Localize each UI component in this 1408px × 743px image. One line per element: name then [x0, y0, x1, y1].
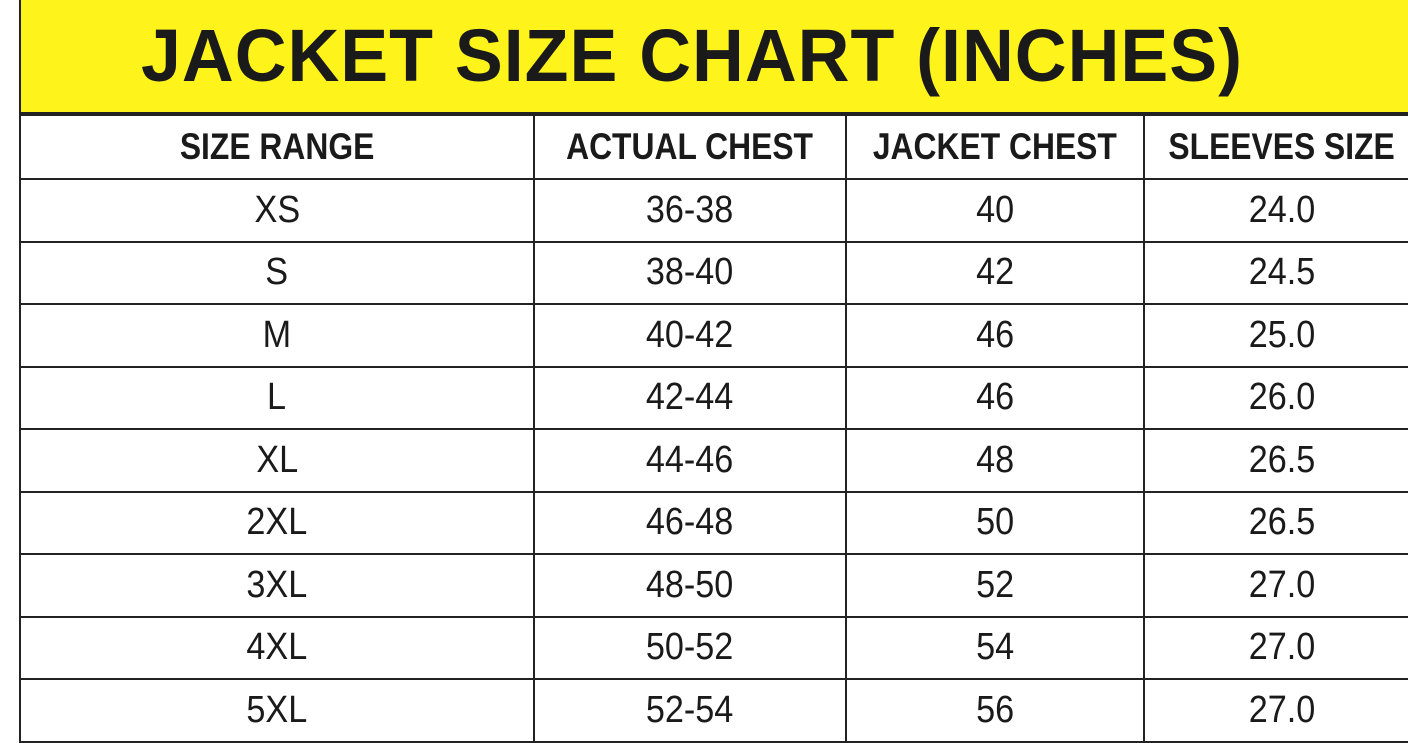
- table-row: 5XL 52-54 56 27.0: [19, 678, 1408, 743]
- table-cell: 52: [845, 553, 1145, 618]
- table-cell: 56: [845, 678, 1145, 743]
- table-cell: 46: [845, 365, 1145, 430]
- table-row: L 42-44 46 26.0: [19, 365, 1408, 430]
- table-cell: 36-38: [533, 178, 847, 243]
- table-cell: 42: [845, 240, 1145, 305]
- column-header-label: SLEEVES SIZE: [1168, 126, 1396, 167]
- table-cell: 52-54: [533, 678, 847, 743]
- cell-value: 2XL: [246, 501, 308, 544]
- table-cell: 50-52: [533, 615, 847, 680]
- size-table: SIZE RANGE ACTUAL CHEST JACKET CHEST SLE…: [19, 114, 1408, 743]
- cell-value: 52: [975, 563, 1015, 606]
- table-cell: 27.0: [1143, 553, 1408, 618]
- table-cell: 3XL: [19, 553, 535, 618]
- column-header-label: ACTUAL CHEST: [566, 126, 814, 167]
- cell-value: S: [265, 251, 289, 294]
- table-cell: 48-50: [533, 553, 847, 618]
- column-header-label: JACKET CHEST: [872, 126, 1117, 167]
- table-cell: 4XL: [19, 615, 535, 680]
- cell-value: 48-50: [646, 563, 734, 606]
- table-cell: 25.0: [1143, 303, 1408, 368]
- table-cell: 5XL: [19, 678, 535, 743]
- cell-value: 26.0: [1248, 376, 1316, 419]
- chart-title: JACKET SIZE CHART (INCHES): [141, 13, 1243, 97]
- cell-value: 3XL: [246, 563, 308, 606]
- table-cell: L: [19, 365, 535, 430]
- cell-value: 4XL: [246, 626, 308, 669]
- table-row: XL 44-46 48 26.5: [19, 428, 1408, 493]
- column-header: ACTUAL CHEST: [533, 114, 847, 180]
- table-cell: 48: [845, 428, 1145, 493]
- cell-value: 46-48: [646, 501, 734, 544]
- cell-value: 50-52: [646, 626, 734, 669]
- table-cell: 40-42: [533, 303, 847, 368]
- cell-value: 26.5: [1248, 501, 1316, 544]
- column-header-label: SIZE RANGE: [179, 126, 375, 167]
- cell-value: 50: [975, 501, 1015, 544]
- cell-value: 52-54: [646, 688, 734, 731]
- cell-value: 44-46: [646, 438, 734, 481]
- cell-value: 38-40: [646, 251, 734, 294]
- table-cell: 2XL: [19, 490, 535, 555]
- cell-value: 24.5: [1248, 251, 1316, 294]
- cell-value: 46: [975, 376, 1015, 419]
- table-cell: 27.0: [1143, 678, 1408, 743]
- cell-value: 25.0: [1248, 313, 1316, 356]
- table-row: 2XL 46-48 50 26.5: [19, 490, 1408, 555]
- cell-value: 48: [975, 438, 1015, 481]
- header-row: SIZE RANGE ACTUAL CHEST JACKET CHEST SLE…: [19, 114, 1408, 180]
- table-cell: XL: [19, 428, 535, 493]
- cell-value: 46: [975, 313, 1015, 356]
- cell-value: 56: [975, 688, 1015, 731]
- table-cell: 42-44: [533, 365, 847, 430]
- table-cell: M: [19, 303, 535, 368]
- table-cell: 26.0: [1143, 365, 1408, 430]
- table-cell: 26.5: [1143, 490, 1408, 555]
- table-cell: 26.5: [1143, 428, 1408, 493]
- table-cell: 38-40: [533, 240, 847, 305]
- size-chart: JACKET SIZE CHART (INCHES) SIZE RANGE AC…: [19, 0, 1408, 743]
- cell-value: 27.0: [1248, 563, 1316, 606]
- title-banner: JACKET SIZE CHART (INCHES): [19, 0, 1408, 114]
- cell-value: XS: [254, 188, 300, 231]
- cell-value: M: [262, 313, 292, 356]
- cell-value: 5XL: [246, 688, 308, 731]
- table-cell: 44-46: [533, 428, 847, 493]
- cell-value: 42: [975, 251, 1015, 294]
- table-cell: 24.0: [1143, 178, 1408, 243]
- cell-value: 24.0: [1248, 188, 1316, 231]
- cell-value: 27.0: [1248, 688, 1316, 731]
- table-cell: XS: [19, 178, 535, 243]
- table-cell: 27.0: [1143, 615, 1408, 680]
- table-cell: 46-48: [533, 490, 847, 555]
- column-header: SIZE RANGE: [19, 114, 535, 180]
- cell-value: XL: [256, 438, 298, 481]
- cell-value: 54: [975, 626, 1015, 669]
- column-header: SLEEVES SIZE: [1143, 114, 1408, 180]
- table-cell: 46: [845, 303, 1145, 368]
- cell-value: L: [267, 376, 287, 419]
- table-row: M 40-42 46 25.0: [19, 303, 1408, 368]
- table-cell: 24.5: [1143, 240, 1408, 305]
- table-row: 3XL 48-50 52 27.0: [19, 553, 1408, 618]
- table-row: 4XL 50-52 54 27.0: [19, 615, 1408, 680]
- cell-value: 26.5: [1248, 438, 1316, 481]
- cell-value: 36-38: [646, 188, 734, 231]
- column-header: JACKET CHEST: [845, 114, 1145, 180]
- cell-value: 40-42: [646, 313, 734, 356]
- table-cell: S: [19, 240, 535, 305]
- table-cell: 54: [845, 615, 1145, 680]
- cell-value: 40: [975, 188, 1015, 231]
- cell-value: 42-44: [646, 376, 734, 419]
- table-row: XS 36-38 40 24.0: [19, 178, 1408, 243]
- table-cell: 40: [845, 178, 1145, 243]
- cell-value: 27.0: [1248, 626, 1316, 669]
- table-row: S 38-40 42 24.5: [19, 240, 1408, 305]
- table-cell: 50: [845, 490, 1145, 555]
